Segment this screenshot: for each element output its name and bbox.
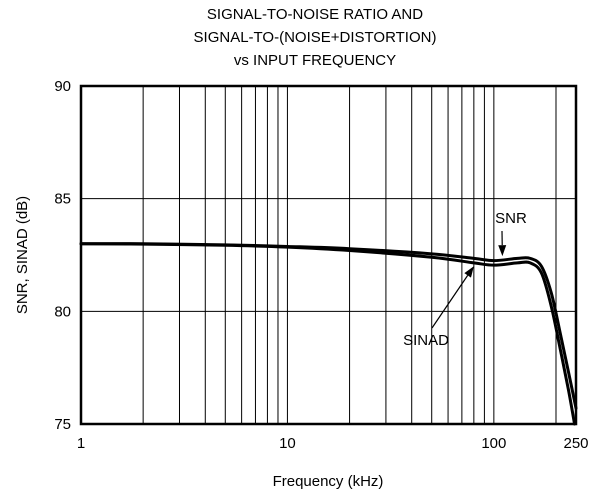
y-tick-label: 85 [54,191,71,208]
y-tick-label: 75 [54,416,71,433]
chart-title-line-3: vs INPUT FREQUENCY [234,52,396,69]
plot-frame [79,84,578,426]
annotation-snr-arrow [498,230,507,257]
y-tick-labels: 75 80 85 90 [54,78,71,433]
x-tick-label: 250 [563,435,588,452]
annotation-snr: SNR [495,210,527,227]
series-lines [79,242,578,426]
series-annotations: SNR SINAD [403,210,527,349]
chart-title: SIGNAL-TO-NOISE RATIO AND SIGNAL-TO-(NOI… [194,6,437,69]
series-line-snr [79,242,578,410]
annotation-sinad-arrow [431,266,474,329]
x-tick-label: 1 [77,435,85,452]
series-line-sinad [79,242,577,426]
y-tick-label: 80 [54,303,71,320]
chart-title-line-1: SIGNAL-TO-NOISE RATIO AND [207,6,423,23]
grid [81,86,576,424]
chart-title-line-2: SIGNAL-TO-(NOISE+DISTORTION) [194,29,437,46]
y-axis-label: SNR, SINAD (dB) [14,196,31,314]
x-tick-label: 100 [481,435,506,452]
x-axis-label: Frequency (kHz) [273,473,384,490]
x-tick-labels: 1 10 100 250 [77,435,589,452]
y-tick-label: 90 [54,78,71,95]
x-tick-label: 10 [279,435,296,452]
annotation-sinad: SINAD [403,332,449,349]
